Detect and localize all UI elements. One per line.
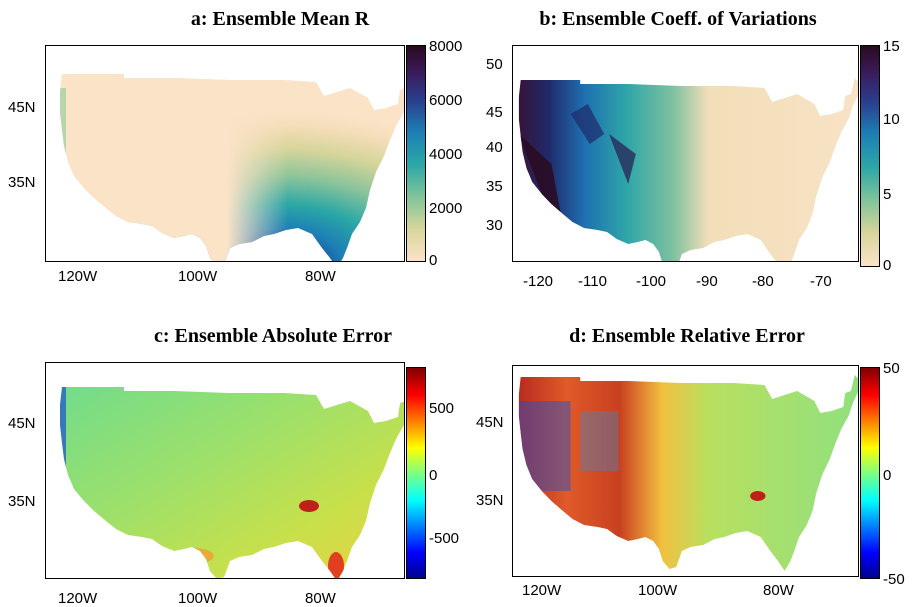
panel-d-cbtick-0: 50: [883, 360, 900, 377]
panel-d-map: [512, 365, 859, 577]
panel-a-cbtick-1: 6000: [429, 92, 463, 109]
panel-c-xtick-1: 100W: [178, 590, 218, 607]
panel-d-xtick-2: 80W: [763, 582, 794, 599]
panel-b-ytick-3: 35: [486, 178, 503, 195]
panel-b-xtick-3: -90: [696, 273, 718, 290]
panel-b-ytick-1: 45: [486, 104, 503, 121]
panel-b-xtick-2: -100: [636, 273, 667, 290]
panel-a-ytick-1: 35N: [8, 174, 36, 191]
panel-a-cbtick-0: 8000: [429, 38, 463, 55]
panel-c-cbtick-0: 500: [429, 400, 455, 417]
panel-b-ytick-4: 30: [486, 217, 503, 234]
panel-c-ytick-0: 45N: [8, 415, 36, 432]
panel-b-xtick-0: -120: [523, 273, 554, 290]
panel-a-colorbar: [406, 45, 426, 262]
panel-d-xtick-0: 120W: [522, 582, 562, 599]
panel-a-cbtick-2: 4000: [429, 146, 463, 163]
panel-b-xtick-1: -110: [578, 273, 607, 290]
panel-c-xtick-2: 80W: [305, 590, 336, 607]
panel-d-cbtick-2: -50: [883, 571, 905, 588]
panel-c-ytick-1: 35N: [8, 493, 36, 510]
panel-d-colorbar: [860, 367, 880, 579]
panel-a-ytick-0: 45N: [8, 99, 36, 116]
panel-b-colorbar: [860, 45, 880, 267]
panel-d-ytick-0: 45N: [476, 414, 504, 431]
panel-b-xtick-4: -80: [752, 273, 774, 290]
panel-b-xtick-5: -70: [810, 273, 832, 290]
panel-b-title: b: Ensemble Coeff. of Variations: [539, 8, 817, 30]
panel-a-cbtick-3: 2000: [429, 200, 463, 217]
panel-a-cbtick-4: 0: [429, 252, 438, 269]
panel-c-title: c: Ensemble Absolute Error: [154, 325, 392, 347]
panel-b-cbtick-0: 15: [883, 38, 900, 55]
panel-d-xtick-1: 100W: [638, 582, 678, 599]
panel-b-cbtick-3: 0: [883, 257, 892, 274]
panel-b-cbtick-2: 5: [883, 186, 892, 203]
panel-b-ytick-2: 40: [486, 139, 503, 156]
panel-c-colorbar: [406, 367, 426, 579]
panel-d-title: d: Ensemble Relative Error: [569, 325, 805, 347]
panel-d-cbtick-1: 0: [883, 467, 892, 484]
panel-a-xtick-0: 120W: [58, 268, 98, 285]
panel-a-xtick-1: 100W: [178, 268, 218, 285]
panel-a-map: [45, 45, 405, 262]
panel-d-ytick-1: 35N: [476, 492, 504, 509]
panel-a-title: a: Ensemble Mean R: [190, 8, 370, 30]
panel-c-xtick-0: 120W: [58, 590, 98, 607]
panel-b-map: [512, 45, 859, 262]
panel-b-ytick-0: 50: [486, 56, 503, 73]
panel-b-cbtick-1: 10: [883, 111, 900, 128]
panel-c-cbtick-2: -500: [429, 530, 460, 547]
panel-a-xtick-2: 80W: [305, 268, 336, 285]
panel-c-cbtick-1: 0: [429, 467, 438, 484]
panel-c-map: [45, 362, 405, 579]
